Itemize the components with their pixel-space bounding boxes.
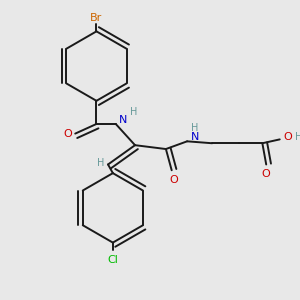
Text: Br: Br: [90, 13, 103, 23]
Text: O: O: [63, 129, 72, 139]
Text: N: N: [190, 133, 199, 142]
Text: O: O: [283, 133, 292, 142]
Text: H: H: [191, 123, 199, 133]
Text: H: H: [130, 107, 138, 117]
Text: H: H: [97, 158, 104, 167]
Text: H: H: [295, 133, 300, 142]
Text: Cl: Cl: [107, 255, 118, 265]
Text: N: N: [119, 115, 128, 125]
Text: O: O: [262, 169, 271, 179]
Text: O: O: [169, 175, 178, 185]
